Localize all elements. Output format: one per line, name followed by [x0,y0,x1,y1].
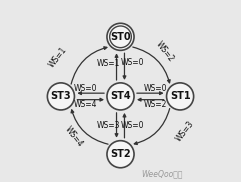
FancyArrowPatch shape [79,92,104,95]
Text: WS=1: WS=1 [97,59,120,68]
Circle shape [47,83,74,110]
Circle shape [167,83,194,110]
Text: WS=0: WS=0 [144,84,167,93]
FancyArrowPatch shape [115,55,118,80]
FancyArrowPatch shape [115,113,118,136]
Text: WS=4: WS=4 [74,100,97,109]
FancyArrowPatch shape [77,98,103,101]
Text: ST2: ST2 [110,149,131,159]
Text: WS=0: WS=0 [120,58,144,67]
FancyArrowPatch shape [138,98,164,101]
Text: WS=3: WS=3 [174,120,195,144]
Text: WS=0: WS=0 [120,121,144,130]
FancyArrowPatch shape [134,108,170,145]
FancyArrowPatch shape [133,47,170,83]
Text: ST0: ST0 [110,32,131,42]
FancyArrowPatch shape [123,53,126,79]
Text: WeeQoo维库: WeeQoo维库 [141,170,183,179]
Text: ST4: ST4 [110,91,131,101]
Text: WS=4: WS=4 [64,125,85,149]
Circle shape [107,83,134,110]
Circle shape [107,23,134,50]
FancyArrowPatch shape [71,47,107,84]
Text: WS=0: WS=0 [74,84,97,93]
Circle shape [107,141,134,168]
Text: ST1: ST1 [170,91,190,101]
FancyArrowPatch shape [71,110,108,144]
FancyArrowPatch shape [137,92,162,95]
Text: WS=2: WS=2 [154,40,175,64]
FancyArrowPatch shape [123,114,126,138]
Text: WS=1: WS=1 [47,46,69,70]
Text: ST3: ST3 [51,91,71,101]
Text: WS=3: WS=3 [97,121,120,130]
Text: WS=2: WS=2 [144,100,167,109]
